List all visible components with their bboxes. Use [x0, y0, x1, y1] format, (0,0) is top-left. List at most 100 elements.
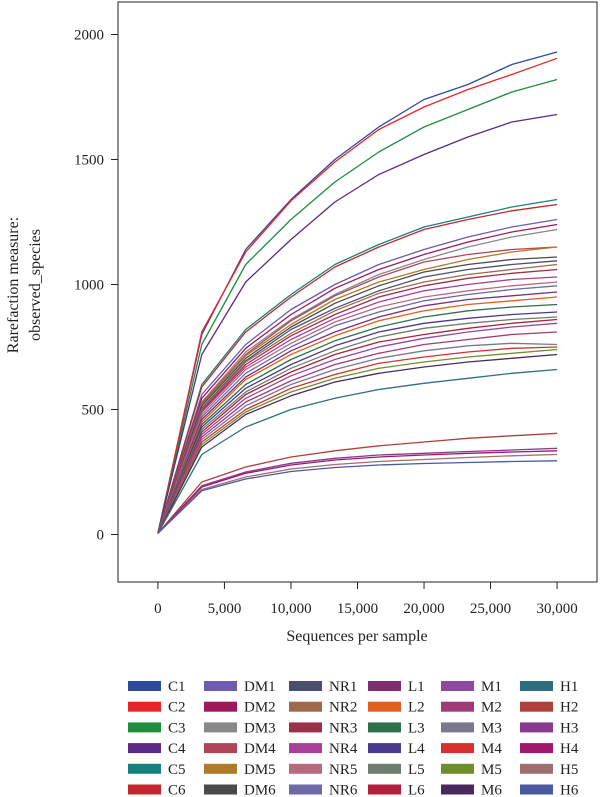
legend-item-nr4: NR4 [289, 741, 358, 757]
series-line-nr2 [157, 263, 558, 534]
legend-item-l2: L2 [368, 700, 425, 716]
legend-label: H6 [560, 783, 579, 797]
legend-item-nr3: NR3 [289, 720, 357, 736]
legend-item-l1: L1 [368, 679, 425, 695]
legend-item-m6: M6 [441, 783, 502, 797]
series-line-l3 [157, 303, 558, 534]
series-line-dm6 [157, 256, 558, 534]
legend-swatch [128, 743, 161, 754]
legend-item-h4: H4 [520, 741, 579, 757]
series-line-dm4 [157, 246, 558, 534]
legend-label: M3 [481, 720, 502, 736]
series-line-l5 [157, 316, 558, 534]
series-line-c1 [157, 51, 558, 534]
legend-label: C6 [168, 783, 186, 797]
series-line-h4 [157, 450, 558, 534]
y-tick-label: 1000 [74, 278, 104, 294]
y-axis-title-line-1: Rarefaction measure: [5, 217, 22, 353]
legend-label: DM2 [244, 700, 276, 716]
series-line-m2 [157, 331, 558, 534]
y-axis-title-line-2: observed_species [27, 229, 44, 341]
legend-swatch [204, 681, 237, 691]
legend-swatch [128, 763, 161, 774]
legend-label: NR5 [329, 762, 357, 778]
series-line-m5 [157, 348, 558, 534]
legend-label: DM1 [244, 679, 276, 695]
legend-swatch [289, 681, 322, 691]
series-line-nr5 [157, 281, 558, 534]
legend-swatch [289, 722, 322, 733]
legend-swatch [520, 784, 553, 795]
legend-item-nr1: NR1 [289, 679, 357, 695]
legend-swatch [520, 743, 553, 754]
legend-swatch [128, 681, 161, 691]
legend-swatch [289, 701, 322, 712]
legend-swatch [368, 701, 401, 712]
legend-item-h5: H5 [520, 762, 578, 778]
series-line-h6 [157, 460, 558, 534]
series-line-nr3 [157, 268, 558, 534]
series-line-c5 [157, 198, 558, 534]
series-line-dm1 [157, 218, 558, 534]
x-tick-label: 10,000 [270, 601, 311, 617]
legend-swatch [368, 763, 401, 774]
series-line-m3 [157, 342, 558, 534]
legend-item-m5: M5 [441, 762, 502, 778]
series-line-l6 [157, 318, 558, 534]
legend-label: DM5 [244, 762, 276, 778]
legend-label: L2 [408, 700, 425, 716]
legend-item-dm1: DM1 [204, 679, 276, 695]
series-line-h2 [157, 432, 558, 534]
series-line-l4 [157, 311, 558, 534]
legend-item-nr6: NR6 [289, 783, 358, 797]
series-line-nr4 [157, 276, 558, 534]
x-tick-label: 30,000 [536, 601, 577, 617]
x-tick-label: 25,000 [470, 601, 511, 617]
y-axis: 0 500 1000 1500 2000 [74, 28, 118, 544]
legend-label: C4 [168, 741, 186, 757]
legend-swatch [441, 763, 474, 774]
x-tick-label: 15,000 [337, 601, 378, 617]
legend-item-h1: H1 [520, 679, 578, 695]
series-line-c6 [157, 203, 558, 534]
legend-label: C1 [168, 679, 186, 695]
legend-swatch [289, 784, 322, 795]
y-tick-label: 2000 [74, 28, 104, 44]
series-line-l1 [157, 291, 558, 534]
legend-item-l3: L3 [368, 720, 425, 736]
series-line-l2 [157, 296, 558, 534]
legend-swatch [368, 784, 401, 795]
legend-label: H2 [560, 700, 578, 716]
y-axis-title: Rarefaction measure: observed_species [5, 217, 44, 353]
legend-label: L3 [408, 720, 425, 736]
legend-swatch [368, 743, 401, 754]
legend-label: M5 [481, 762, 502, 778]
x-tick-label: 5,000 [208, 601, 242, 617]
legend-label: L1 [408, 679, 425, 695]
legend-item-dm4: DM4 [204, 741, 276, 757]
series-line-dm3 [157, 228, 558, 534]
x-axis: 0 5,000 10,000 15,000 20,000 25,000 30,000 [154, 582, 578, 617]
legend: C1 C2 C3 C4 C5 C6 DM1 DM2 DM3 DM4 DM5 DM6 NR1 NR2 NR3 N… [128, 679, 579, 797]
legend-swatch [520, 722, 553, 733]
legend-swatch [128, 722, 161, 733]
legend-swatch [204, 743, 237, 754]
legend-label: L6 [408, 783, 425, 797]
legend-item-c4: C4 [128, 741, 186, 757]
series-line-nr1 [157, 260, 558, 534]
legend-swatch [441, 701, 474, 712]
legend-item-dm3: DM3 [204, 720, 276, 736]
legend-label: L5 [408, 762, 425, 778]
legend-label: M1 [481, 679, 502, 695]
legend-label: NR6 [329, 783, 358, 797]
legend-item-dm5: DM5 [204, 762, 276, 778]
series-line-m4 [157, 346, 558, 534]
legend-label: H1 [560, 679, 578, 695]
legend-item-l5: L5 [368, 762, 425, 778]
y-tick-label: 0 [97, 528, 105, 544]
legend-label: DM3 [244, 720, 276, 736]
legend-item-c1: C1 [128, 679, 186, 695]
legend-label: M2 [481, 700, 502, 716]
legend-swatch [204, 763, 237, 774]
